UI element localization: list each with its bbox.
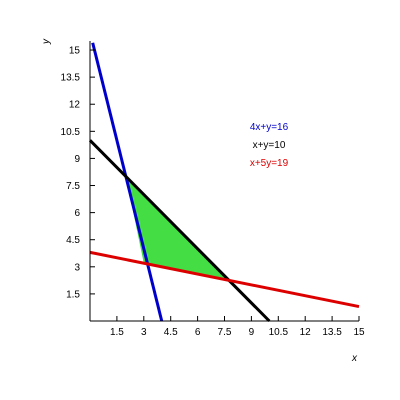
x-tick-label-10: 15 xyxy=(353,327,365,338)
x-tick-label-2: 3 xyxy=(141,327,147,338)
x-tick-label-6: 9 xyxy=(249,327,255,338)
y-tick-label-2: 3 xyxy=(74,262,80,273)
series-line-1 xyxy=(91,42,164,322)
x-tick-label-4: 6 xyxy=(195,327,201,338)
y-tick-label-4: 6 xyxy=(74,208,80,219)
x-tick-label-5: 7.5 xyxy=(218,327,232,338)
legend-entry-2: x+y=10 xyxy=(253,140,286,151)
y-tick-label-6: 9 xyxy=(74,154,80,165)
y-tick-label-3: 4.5 xyxy=(66,235,80,246)
y-tick-label-7: 10.5 xyxy=(61,127,81,138)
series-line-3 xyxy=(89,250,360,309)
y-tick-label-5: 7.5 xyxy=(66,181,80,192)
legend: 4x+y=16 x+y=10 x+5y=19 xyxy=(250,122,289,169)
constraint-lines-layer xyxy=(88,42,360,323)
legend-entry-3: x+5y=19 xyxy=(250,158,289,169)
x-tick-label-3: 4.5 xyxy=(164,327,178,338)
y-axis-label: y xyxy=(41,38,52,45)
legend-entry-1: 4x+y=16 xyxy=(250,122,289,133)
x-axis-label: x xyxy=(351,353,358,364)
series-line-2 xyxy=(88,139,271,323)
ticks-layer: 1.5 3 4.5 6 7.5 9 10.5 12 13.5 15 1.5 3 4.5 6 7.5 9 10.5… xyxy=(61,46,365,338)
y-tick-label-10: 15 xyxy=(69,46,81,57)
y-tick-label-8: 12 xyxy=(69,100,81,111)
x-tick-label-8: 12 xyxy=(300,327,312,338)
x-tick-label-7: 10.5 xyxy=(269,327,289,338)
y-tick-label-1: 1.5 xyxy=(66,289,80,300)
x-tick-label-9: 13.5 xyxy=(322,327,342,338)
y-tick-label-9: 13.5 xyxy=(61,73,81,84)
x-tick-label-1: 1.5 xyxy=(110,327,124,338)
